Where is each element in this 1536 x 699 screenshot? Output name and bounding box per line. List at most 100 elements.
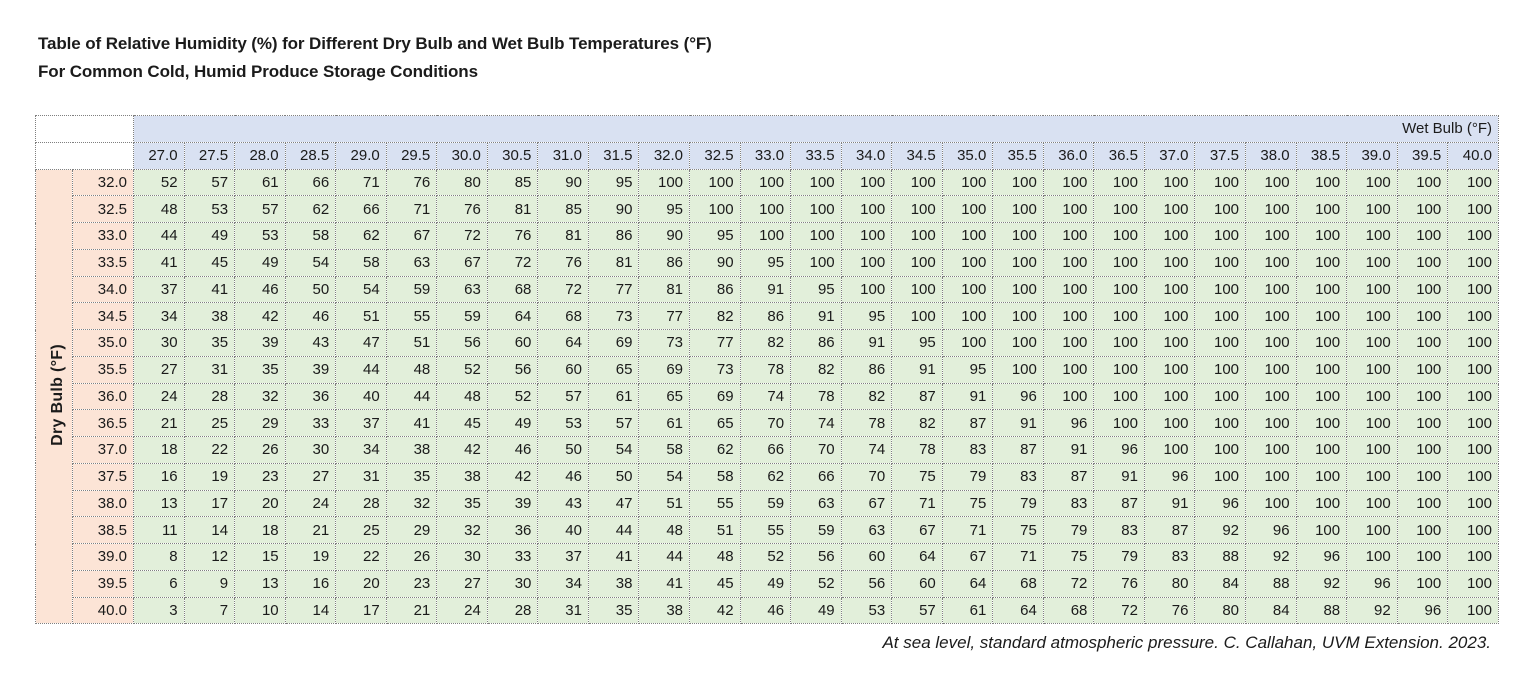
rh-value-cell: 100 (1042, 195, 1095, 223)
rh-value-cell: 100 (1194, 436, 1247, 464)
rh-value-cell: 100 (1346, 436, 1398, 464)
rh-value-cell: 100 (891, 302, 943, 330)
rh-value-cell: 84 (1194, 569, 1247, 598)
rh-value-cell: 100 (1194, 195, 1247, 223)
rh-value-cell: 35 (436, 489, 488, 518)
rh-value-cell: 82 (790, 355, 842, 384)
rh-value-cell: 76 (537, 248, 589, 277)
rh-value-cell: 11 (133, 516, 185, 544)
page-subtitle: For Common Cold, Humid Produce Storage C… (38, 62, 478, 81)
wet-bulb-col-header: 33.0 (739, 141, 792, 170)
rh-value-cell: 73 (587, 302, 640, 330)
rh-value-cell: 19 (284, 543, 337, 571)
rh-value-cell: 100 (1042, 248, 1095, 277)
table-row: Dry Bulb (°F) 32.0 52 57 61 66 71 76 80 85 90 95 100… (35, 168, 1499, 625)
rh-value-cell: 90 (689, 248, 741, 277)
rh-value-cell: 100 (1447, 382, 1499, 411)
rh-value-cell: 100 (1093, 248, 1145, 277)
rh-value-cell: 100 (1295, 168, 1348, 197)
dry-bulb-row-header: 36.0 (72, 382, 134, 411)
rh-value-cell: 70 (790, 436, 842, 464)
rh-value-cell: 17 (335, 596, 387, 625)
wet-bulb-col-header: 31.0 (537, 141, 589, 170)
rh-value-cell: 48 (689, 543, 741, 571)
rh-value-cell: 23 (234, 462, 286, 491)
rh-value-cell: 87 (992, 436, 1044, 464)
dry-bulb-row-header: 38.0 (72, 489, 134, 518)
rh-value-cell: 30 (436, 543, 488, 571)
rh-value-cell: 46 (486, 436, 539, 464)
rh-value-cell: 52 (790, 569, 842, 598)
rh-value-cell: 42 (689, 596, 741, 625)
rh-value-cell: 75 (891, 462, 943, 491)
rh-value-cell: 95 (941, 355, 994, 384)
rh-value-cell: 84 (1245, 596, 1297, 625)
rh-value-cell: 39 (486, 489, 539, 518)
dry-bulb-row-header: 32.5 (72, 195, 134, 223)
rh-value-cell: 56 (436, 329, 488, 357)
rh-value-cell: 17 (183, 489, 236, 518)
rh-value-cell: 76 (1093, 569, 1145, 598)
rh-value-cell: 54 (638, 462, 691, 491)
rh-value-cell: 96 (992, 382, 1044, 411)
rh-value-cell: 100 (1245, 436, 1297, 464)
rh-value-cell: 95 (689, 222, 741, 250)
rh-value-cell: 100 (1143, 302, 1196, 330)
rh-value-cell: 100 (891, 222, 943, 250)
rh-value-cell: 100 (891, 248, 943, 277)
rh-value-cell: 67 (941, 543, 994, 571)
rh-value-cell: 28 (335, 489, 387, 518)
rh-value-cell: 100 (1295, 355, 1348, 384)
rh-value-cell: 41 (587, 543, 640, 571)
rh-value-cell: 100 (1447, 222, 1499, 250)
rh-value-cell: 86 (638, 248, 691, 277)
rh-value-cell: 74 (790, 409, 842, 437)
rh-value-cell: 50 (284, 275, 337, 304)
rh-value-cell: 95 (790, 275, 842, 304)
rh-value-cell: 100 (992, 355, 1044, 384)
rh-value-cell: 44 (133, 222, 185, 250)
rh-value-cell: 25 (183, 409, 236, 437)
rh-value-cell: 91 (891, 355, 943, 384)
rh-value-cell: 60 (891, 569, 943, 598)
wet-bulb-col-header: 27.0 (133, 141, 185, 170)
rh-value-cell: 78 (891, 436, 943, 464)
rh-value-cell: 21 (284, 516, 337, 544)
rh-value-cell: 38 (587, 569, 640, 598)
rh-value-cell: 100 (1447, 516, 1499, 544)
rh-value-cell: 69 (638, 355, 691, 384)
table-row: 34.0 37 41 46 50 54 59 63 68 72 77 81 86 91 95 100 100 10… (36, 275, 1499, 304)
rh-value-cell: 96 (1245, 516, 1297, 544)
rh-value-cell: 100 (1396, 382, 1449, 411)
rh-value-cell: 100 (1447, 462, 1499, 491)
rh-value-cell: 100 (891, 195, 943, 223)
rh-value-cell: 91 (790, 302, 842, 330)
rh-value-cell: 79 (992, 489, 1044, 518)
rh-value-cell: 100 (689, 168, 741, 197)
rh-value-cell: 91 (1093, 462, 1145, 491)
rh-value-cell: 69 (689, 382, 741, 411)
rh-value-cell: 100 (941, 302, 994, 330)
rh-value-cell: 100 (1396, 409, 1449, 437)
rh-value-cell: 51 (638, 489, 691, 518)
dry-bulb-axis-label: Dry Bulb (°F) (49, 343, 66, 446)
rh-value-cell: 100 (1093, 222, 1145, 250)
rh-value-cell: 59 (385, 275, 438, 304)
rh-value-cell: 100 (1346, 543, 1398, 571)
wet-bulb-col-header: 38.5 (1295, 141, 1348, 170)
rh-value-cell: 71 (941, 516, 994, 544)
rh-value-cell: 62 (689, 436, 741, 464)
rh-value-cell: 91 (739, 275, 792, 304)
rh-value-cell: 59 (790, 516, 842, 544)
rh-value-cell: 7 (183, 596, 236, 625)
rh-value-cell: 31 (335, 462, 387, 491)
rh-value-cell: 61 (638, 409, 691, 437)
rh-value-cell: 63 (385, 248, 438, 277)
rh-value-cell: 100 (1396, 275, 1449, 304)
rh-value-cell: 100 (1194, 329, 1247, 357)
rh-value-cell: 22 (335, 543, 387, 571)
rh-value-cell: 78 (840, 409, 893, 437)
rh-value-cell: 81 (486, 195, 539, 223)
rh-value-cell: 100 (1245, 382, 1297, 411)
table-row: 35.5 27 31 35 39 44 48 52 56 60 65 69 73 78 82 86 91 95 10… (36, 355, 1499, 384)
